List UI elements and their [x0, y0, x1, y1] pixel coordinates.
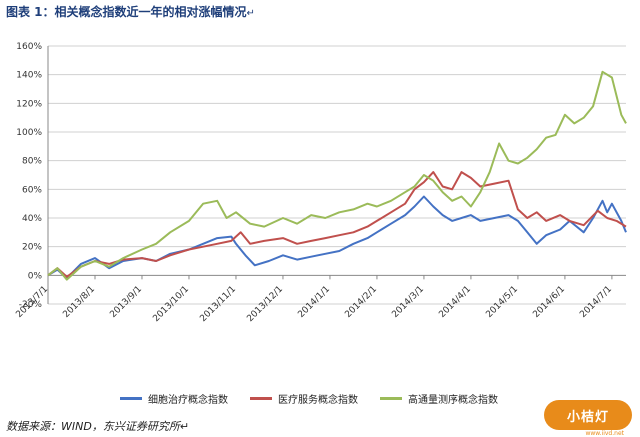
title-return-mark: ↵: [246, 8, 255, 19]
x-tick-label: 2014/5/1: [484, 284, 520, 320]
legend-item: 医疗服务概念指数: [250, 391, 358, 406]
x-tick-label: 2013/9/1: [108, 284, 144, 320]
chart-legend: 细胞治疗概念指数 医疗服务概念指数 高通量测序概念指数: [120, 391, 498, 406]
x-tick-label: 2014/1/1: [296, 284, 332, 320]
chart-title: 图表 1：相关概念指数近一年的相对涨幅情况↵: [6, 3, 255, 20]
legend-item: 细胞治疗概念指数: [120, 391, 228, 406]
y-tick-label: -20%: [19, 300, 43, 310]
logo-text: 小桔灯: [566, 409, 609, 425]
y-tick-label: 0%: [28, 271, 43, 281]
legend-label: 医疗服务概念指数: [278, 395, 358, 406]
x-tick-label: 2014/7/1: [578, 284, 614, 320]
y-tick-label: 80%: [22, 157, 42, 167]
x-tick-label: 2014/6/1: [531, 284, 567, 320]
x-tick-label: 2014/4/1: [437, 284, 473, 320]
x-tick-label: 2014/2/1: [343, 284, 379, 320]
y-tick-label: 20%: [22, 243, 42, 253]
series-line-2: [47, 171, 627, 278]
series-line-1: [47, 195, 627, 280]
logo-url: www.iivd.net: [585, 430, 624, 437]
site-logo: 小桔灯: [544, 400, 632, 430]
legend-label: 高通量测序概念指数: [408, 395, 498, 406]
source-note: 数据来源：WIND，东兴证券研究所↵: [6, 420, 190, 433]
series-line-3: [47, 70, 627, 281]
y-tick-label: 140%: [16, 71, 42, 81]
y-tick-label: 160%: [16, 42, 42, 52]
legend-item: 高通量测序概念指数: [380, 391, 498, 406]
legend-label: 细胞治疗概念指数: [148, 395, 228, 406]
y-tick-label: 120%: [16, 99, 42, 109]
legend-swatch: [250, 397, 272, 400]
legend-swatch: [120, 397, 142, 400]
chart-title-text: 图表 1：相关概念指数近一年的相对涨幅情况: [6, 5, 247, 19]
x-tick-label: 2013/8/1: [61, 284, 97, 320]
y-tick-label: 100%: [16, 128, 42, 138]
legend-swatch: [380, 397, 402, 400]
x-tick-label: 2014/3/1: [390, 284, 426, 320]
y-tick-label: 40%: [22, 214, 42, 224]
y-tick-label: 60%: [22, 185, 42, 195]
